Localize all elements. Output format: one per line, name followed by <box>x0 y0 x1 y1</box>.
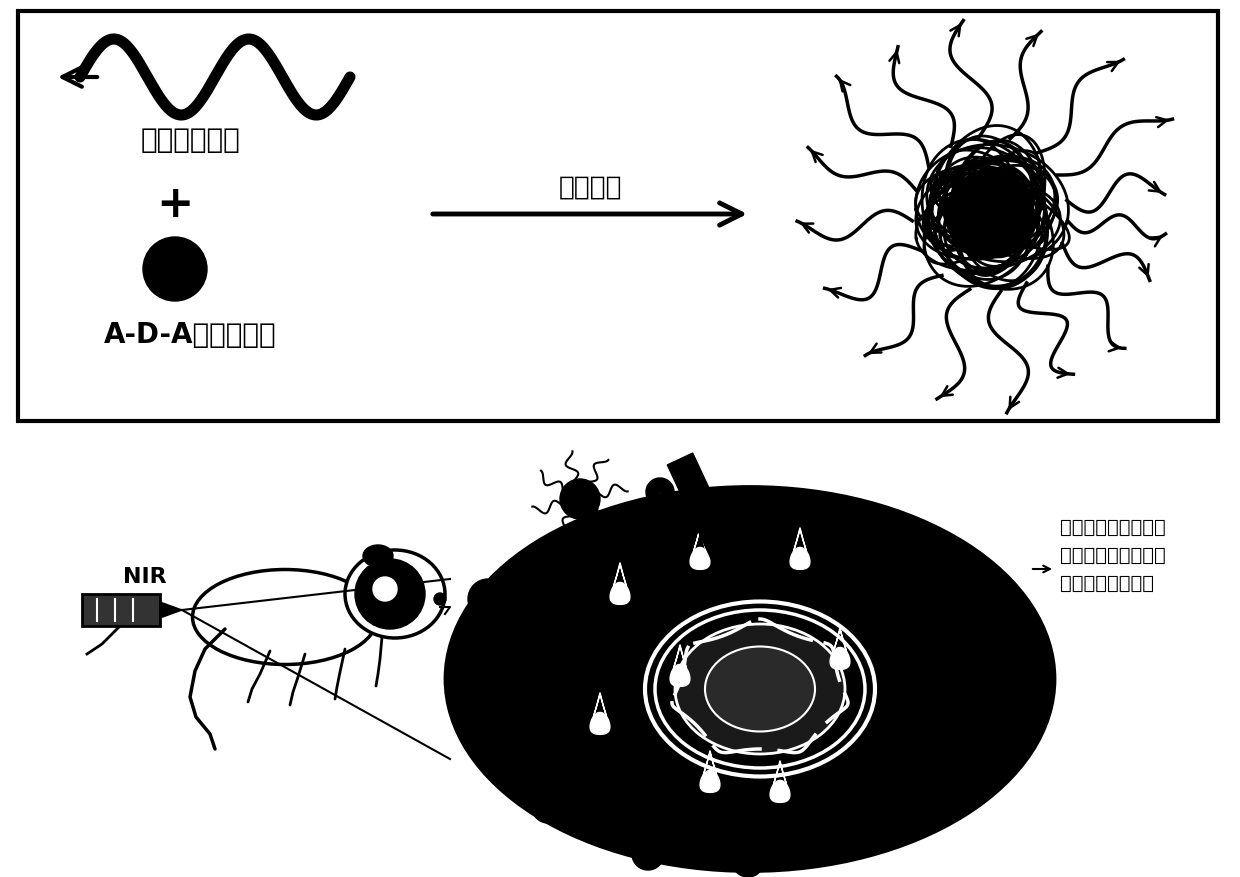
Polygon shape <box>770 781 790 802</box>
Text: +: + <box>156 183 193 226</box>
Text: 两亲性聚合物: 两亲性聚合物 <box>140 126 239 153</box>
Ellipse shape <box>345 551 445 638</box>
Polygon shape <box>670 665 689 687</box>
Polygon shape <box>794 528 806 553</box>
Ellipse shape <box>363 545 393 567</box>
Wedge shape <box>732 845 764 877</box>
Circle shape <box>373 577 397 602</box>
Polygon shape <box>701 771 720 793</box>
Text: 纳米沉淀: 纳米沉淀 <box>558 175 621 201</box>
Polygon shape <box>610 582 630 605</box>
Circle shape <box>434 594 446 605</box>
Polygon shape <box>703 751 717 775</box>
Ellipse shape <box>675 624 844 754</box>
Ellipse shape <box>655 610 866 768</box>
Polygon shape <box>691 548 709 570</box>
Wedge shape <box>646 479 675 504</box>
Circle shape <box>143 238 207 302</box>
Circle shape <box>355 560 425 630</box>
Polygon shape <box>693 528 707 553</box>
Polygon shape <box>614 563 626 587</box>
Polygon shape <box>830 647 849 670</box>
Text: 受体: 受体 <box>476 624 494 638</box>
Bar <box>19 12 1218 422</box>
Polygon shape <box>833 628 847 652</box>
Wedge shape <box>532 793 564 823</box>
Ellipse shape <box>645 602 875 777</box>
Text: 局部高温和活性氧的
存在诱导癌细胞的凋
亡和（或）和坏死: 局部高温和活性氧的 存在诱导癌细胞的凋 亡和（或）和坏死 <box>1060 517 1166 592</box>
Ellipse shape <box>192 570 377 665</box>
Ellipse shape <box>445 487 1055 872</box>
Bar <box>82 595 160 626</box>
Wedge shape <box>632 838 663 870</box>
Polygon shape <box>790 548 810 570</box>
Text: 受体靶
向平: 受体靶 向平 <box>1008 711 1035 747</box>
Ellipse shape <box>706 646 815 731</box>
Polygon shape <box>673 645 687 669</box>
Circle shape <box>560 480 600 519</box>
Polygon shape <box>594 693 606 717</box>
Wedge shape <box>952 724 982 755</box>
Text: A-D-A型有机分子: A-D-A型有机分子 <box>104 321 277 348</box>
Polygon shape <box>590 713 610 735</box>
Circle shape <box>467 580 508 619</box>
Polygon shape <box>774 760 786 785</box>
Circle shape <box>946 171 1034 259</box>
Polygon shape <box>667 453 744 574</box>
Text: NIR: NIR <box>123 567 167 587</box>
Polygon shape <box>160 602 182 618</box>
